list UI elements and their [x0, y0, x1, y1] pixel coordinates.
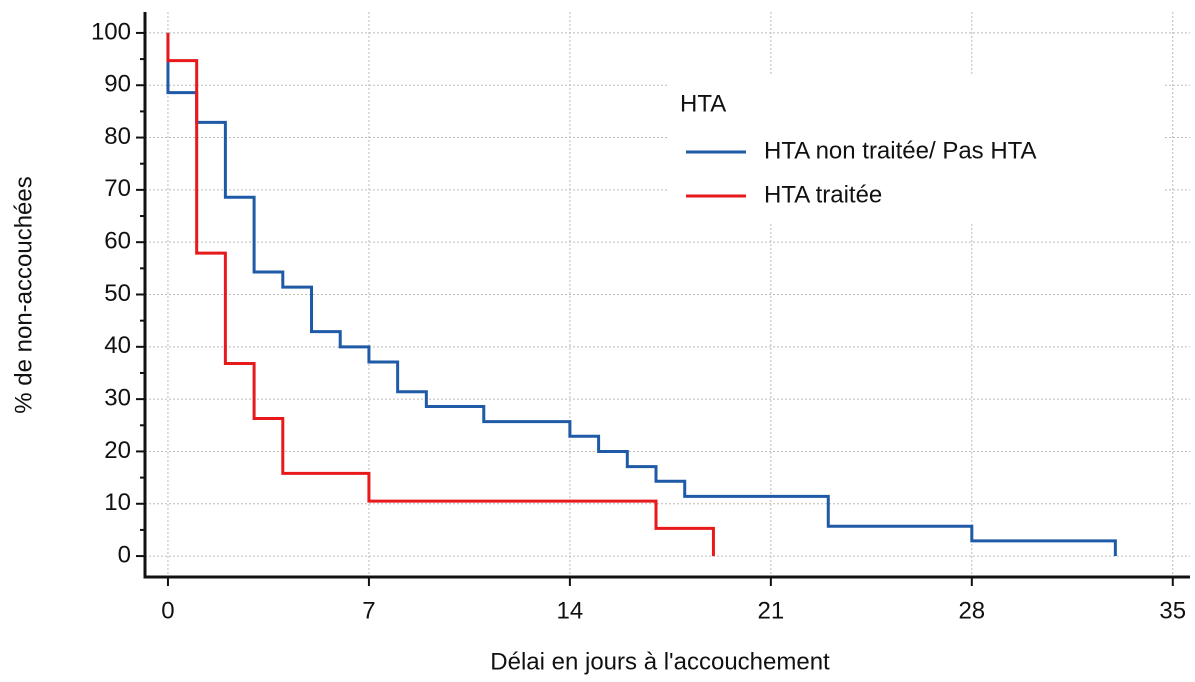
- x-tick-label: 35: [1159, 597, 1186, 624]
- x-tick-label: 7: [362, 597, 375, 624]
- survival-curve: [166, 32, 1117, 557]
- y-tick-label: 80: [104, 123, 131, 150]
- x-tick-label: 21: [758, 597, 785, 624]
- y-axis-title: % de non-accouchées: [10, 176, 37, 414]
- legend-title: HTA: [680, 90, 726, 117]
- y-tick-label: 0: [118, 541, 131, 568]
- survival-curve: [166, 32, 715, 557]
- y-tick-label: 70: [104, 175, 131, 202]
- x-tick-label: 0: [161, 597, 174, 624]
- y-tick-label: 10: [104, 489, 131, 516]
- y-tick-label: 30: [104, 384, 131, 411]
- y-tick-label: 50: [104, 280, 131, 307]
- legend-label: HTA traitée: [764, 181, 882, 208]
- y-tick-label: 100: [91, 18, 131, 45]
- legend-box: [668, 75, 1163, 223]
- y-tick-label: 40: [104, 332, 131, 359]
- x-tick-label: 28: [958, 597, 985, 624]
- y-tick-label: 90: [104, 71, 131, 98]
- x-tick-label: 14: [557, 597, 584, 624]
- y-tick-label: 20: [104, 437, 131, 464]
- y-tick-label: 60: [104, 228, 131, 255]
- x-axis-title: Délai en jours à l'accouchement: [490, 648, 830, 675]
- legend-label: HTA non traitée/ Pas HTA: [764, 137, 1037, 164]
